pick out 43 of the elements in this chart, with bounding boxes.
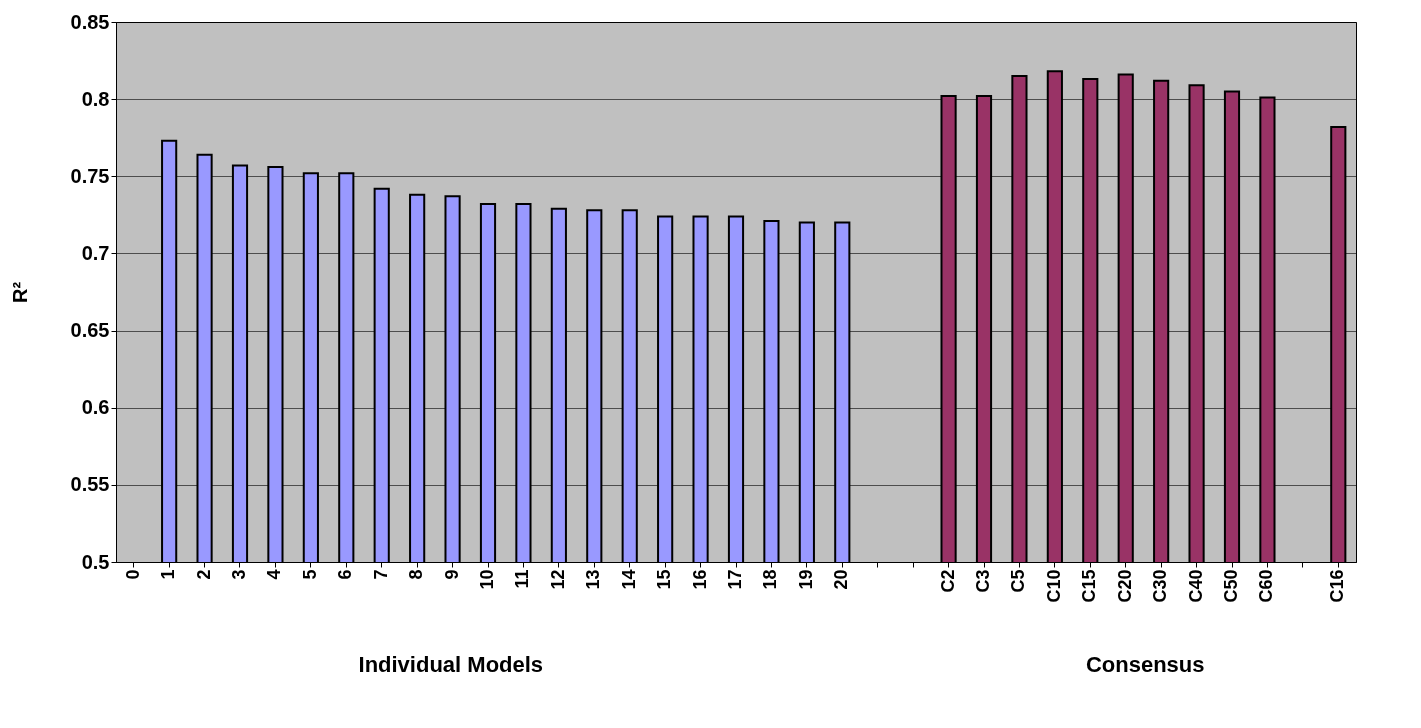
x-tick-label: C10: [1043, 569, 1064, 603]
y-axis-title: R²: [8, 281, 31, 304]
x-tick-label: 15: [654, 569, 675, 590]
x-tick-label: 12: [547, 569, 568, 590]
x-tick-label: 5: [299, 569, 320, 580]
x-tick-label: C5: [1008, 569, 1029, 593]
x-tick-label: C2: [937, 569, 958, 593]
x-tick-label: 4: [264, 569, 285, 580]
y-tick-label: 0.8: [81, 87, 110, 110]
y-tick-label: 0.7: [81, 241, 110, 264]
x-tick-label: 2: [193, 569, 214, 580]
y-tick-label: 0.6: [81, 396, 110, 419]
x-tick-label: 8: [406, 569, 427, 580]
x-tick-label: 1: [158, 569, 179, 580]
x-tick-label: 17: [725, 569, 745, 590]
x-tick-label: 9: [441, 569, 462, 580]
text: Consensus: [1085, 652, 1205, 677]
x-tick-label: 18: [760, 569, 781, 590]
x-tick-label: C60: [1256, 569, 1277, 603]
x-tick-label: 3: [229, 569, 249, 580]
x-tick-label: 20: [831, 569, 852, 590]
text: Individual Models: [358, 652, 544, 677]
x-tick-label: 13: [583, 569, 604, 590]
x-tick-label: C15: [1079, 569, 1100, 603]
x-tick-label: C50: [1221, 569, 1241, 603]
x-tick-label: C40: [1185, 569, 1206, 603]
x-tick-label: 19: [795, 569, 816, 590]
x-tick-label: 16: [689, 569, 710, 590]
x-tick-label: 7: [370, 569, 391, 580]
y-tick-label: 0.55: [70, 473, 110, 496]
x-tick-label: 14: [618, 569, 639, 590]
y-tick-label: 0.5: [81, 550, 110, 573]
x-tick-label: 11: [512, 569, 533, 589]
x-tick-label: C16: [1327, 569, 1348, 603]
x-tick-label: C3: [973, 569, 993, 593]
x-tick-label: C30: [1150, 569, 1171, 603]
x-tick-label: 10: [477, 569, 497, 590]
y-tick-label: 0.85: [70, 10, 110, 33]
x-tick-label: C20: [1114, 569, 1135, 603]
y-tick-label: 0.65: [70, 319, 110, 342]
y-tick-label: 0.75: [70, 164, 110, 187]
x-tick-label: 0: [122, 569, 143, 580]
x-tick-label: 6: [335, 569, 356, 580]
